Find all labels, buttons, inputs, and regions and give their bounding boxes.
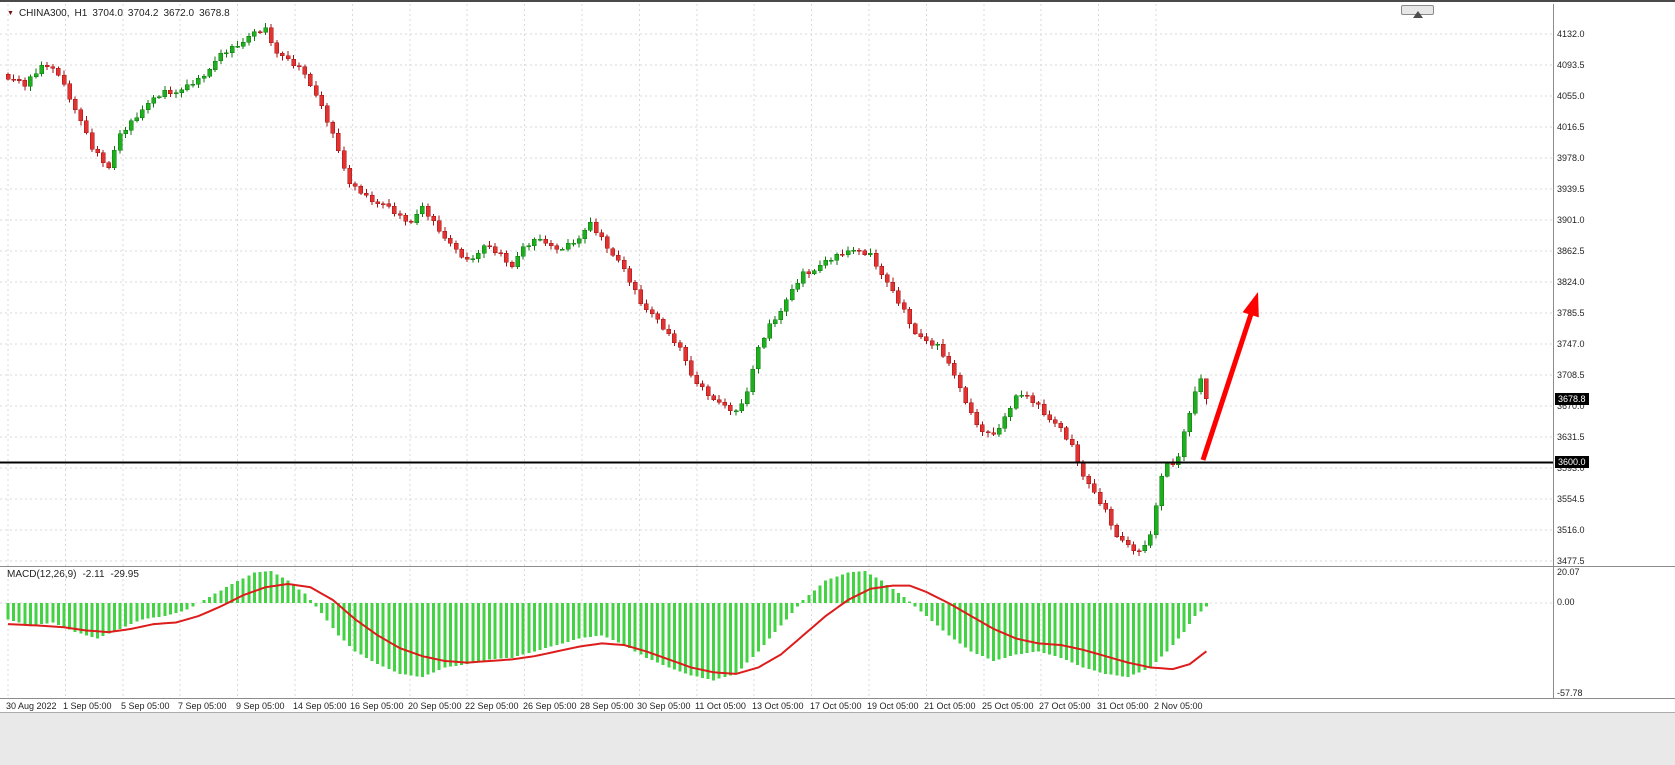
price-tick-label: 3593.0 — [1557, 463, 1585, 473]
indicator-tick-label: -57.78 — [1557, 688, 1583, 698]
time-tick-label: 16 Sep 05:00 — [350, 701, 404, 711]
trend-arrow[interactable] — [1200, 292, 1259, 461]
chart-shift-marker[interactable] — [1413, 11, 1423, 18]
price-tick-label: 3862.5 — [1557, 246, 1585, 256]
time-tick-label: 5 Sep 05:00 — [121, 701, 170, 711]
ohlc-open: 3704.0 — [92, 8, 123, 19]
hline-price-badge: 3600.0 — [1555, 456, 1589, 468]
price-axis[interactable]: 4132.0 4093.5 4055.0 4016.5 3978.0 3939.5 3901… — [0, 4, 1675, 698]
time-tick-label: 7 Sep 05:00 — [178, 701, 227, 711]
price-tick-label: 3978.0 — [1557, 153, 1585, 163]
price-tick-label: 3901.0 — [1557, 215, 1585, 225]
indicator-tick-label: 0.00 — [1557, 597, 1575, 607]
time-axis[interactable]: 30 Aug 2022 1 Sep 05:00 5 Sep 05:00 7 Sep 0… — [0, 699, 1675, 714]
ohlc-low: 3672.0 — [163, 8, 195, 19]
time-tick-label: 19 Oct 05:00 — [867, 701, 919, 711]
ohlc-close: 3678.8 — [199, 8, 230, 19]
macd-signal-value: -29.95 — [110, 569, 139, 580]
price-tick-label: 3554.5 — [1557, 494, 1585, 504]
pane-separators — [0, 4, 1675, 699]
time-tick-label: 2 Nov 05:00 — [1154, 701, 1203, 711]
price-tick-label: 3631.5 — [1557, 432, 1585, 442]
price-tick-label: 3939.5 — [1557, 184, 1585, 194]
price-tick-label: 4016.5 — [1557, 122, 1585, 132]
time-tick-label: 1 Sep 05:00 — [63, 701, 112, 711]
status-strip — [0, 712, 1675, 765]
time-tick-label: 25 Oct 05:00 — [982, 701, 1034, 711]
chart-title: ▼ CHINA300, H1 3704.0 3704.2 3672.0 3678… — [7, 8, 230, 19]
time-tick-label: 28 Sep 05:00 — [580, 701, 634, 711]
time-tick-label: 21 Oct 05:00 — [924, 701, 976, 711]
chart-area: ▼ CHINA300, H1 3704.0 3704.2 3672.0 3678… — [0, 0, 1675, 712]
time-tick-label: 27 Oct 05:00 — [1039, 701, 1091, 711]
time-tick-label: 20 Sep 05:00 — [408, 701, 462, 711]
chart-canvas[interactable] — [0, 4, 1675, 700]
time-tick-label: 22 Sep 05:00 — [465, 701, 519, 711]
price-tick-label: 3516.0 — [1557, 525, 1585, 535]
ohlc-high: 3704.2 — [127, 8, 159, 19]
time-tick-label: 9 Sep 05:00 — [236, 701, 285, 711]
indicator-axis[interactable]: 20.07 0.00 -57.78 — [0, 4, 1675, 698]
candles — [5, 23, 1209, 556]
price-tick-label: 4055.0 — [1557, 91, 1585, 101]
time-tick-label: 30 Aug 2022 — [6, 701, 57, 711]
time-tick-label: 26 Sep 05:00 — [523, 701, 577, 711]
price-tick-label: 3670.0 — [1557, 401, 1585, 411]
price-tick-label: 3785.5 — [1557, 308, 1585, 318]
price-tick-label: 3747.0 — [1557, 339, 1585, 349]
macd-name: MACD(12,26,9) — [7, 569, 77, 580]
price-tick-label: 3708.5 — [1557, 370, 1585, 380]
price-tick-label: 3824.0 — [1557, 277, 1585, 287]
time-tick-label: 17 Oct 05:00 — [810, 701, 862, 711]
macd-histogram — [6, 571, 1208, 681]
chart-menu-icon[interactable]: ▼ — [7, 9, 14, 17]
timeframe-label: H1 — [74, 8, 88, 19]
macd-signal-line — [7, 582, 1208, 675]
time-tick-label: 30 Sep 05:00 — [637, 701, 691, 711]
time-tick-label: 11 Oct 05:00 — [695, 701, 746, 711]
time-tick-label: 31 Oct 05:00 — [1097, 701, 1149, 711]
price-tick-label: 3477.5 — [1557, 556, 1585, 566]
symbol-label: CHINA300, — [18, 8, 70, 19]
price-tick-label: 4093.5 — [1557, 60, 1585, 70]
macd-main-value: -2.11 — [82, 569, 105, 580]
price-tick-label: 4132.0 — [1557, 29, 1585, 39]
indicator-tick-label: 20.07 — [1557, 567, 1580, 577]
macd-indicator-label: MACD(12,26,9) -2.11 -29.95 — [7, 569, 139, 580]
time-tick-label: 13 Oct 05:00 — [752, 701, 804, 711]
time-tick-label: 14 Sep 05:00 — [293, 701, 347, 711]
current-price-badge: 3678.8 — [1555, 393, 1589, 405]
